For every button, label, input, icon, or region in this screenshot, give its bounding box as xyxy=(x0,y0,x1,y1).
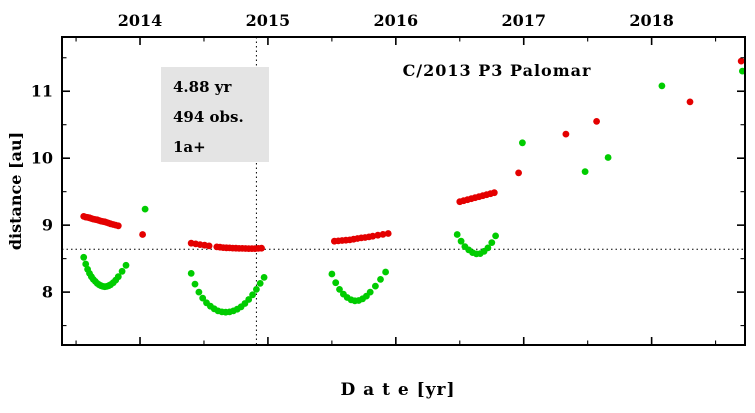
data-point-heliocentric-distance xyxy=(593,118,600,125)
x-tick-label: 2014 xyxy=(118,11,163,30)
annotation-line-period: 4.88 yr xyxy=(173,78,232,96)
data-point-geocentric-distance xyxy=(187,270,195,277)
plot-frame xyxy=(61,36,746,346)
data-point-heliocentric-distance xyxy=(114,222,122,230)
data-point-heliocentric-distance xyxy=(515,169,522,177)
x-tick-label: 2018 xyxy=(629,11,674,30)
annotation-line-observations: 494 obs. xyxy=(173,108,244,126)
data-point-geocentric-distance xyxy=(245,296,253,303)
data-point-geocentric-distance xyxy=(122,261,130,269)
data-point-geocentric-distance xyxy=(80,253,88,261)
data-point-heliocentric-distance xyxy=(562,130,570,138)
data-point-geocentric-distance xyxy=(256,280,264,287)
data-point-geocentric-distance xyxy=(457,237,465,245)
data-point-geocentric-distance xyxy=(191,280,199,288)
data-point-heliocentric-distance xyxy=(686,98,694,106)
chart-title: C/2013 P3 Palomar xyxy=(403,61,592,80)
x-tick-label: 2017 xyxy=(501,11,546,30)
data-point-geocentric-distance xyxy=(260,274,268,281)
data-point-geocentric-distance xyxy=(488,239,496,247)
annotation-background xyxy=(161,67,269,162)
axes-ticks-layer: 2014 2015 2016 2017 2018 8 9 10 11 xyxy=(31,11,745,345)
data-point-heliocentric-distance xyxy=(374,231,382,239)
data-point-geocentric-distance xyxy=(581,168,589,176)
y-tick-label: 9 xyxy=(42,216,53,235)
y-axis-label: distance [au] xyxy=(6,132,25,250)
data-point-geocentric-distance xyxy=(195,288,203,296)
data-point-geocentric-distance xyxy=(249,291,256,299)
x-tick-label: 2015 xyxy=(246,11,291,30)
data-point-geocentric-distance xyxy=(253,286,260,293)
data-point-geocentric-distance xyxy=(141,205,149,213)
data-point-geocentric-distance xyxy=(82,260,90,268)
data-point-geocentric-distance xyxy=(519,139,526,147)
data-point-heliocentric-distance xyxy=(139,231,147,238)
data-point-geocentric-distance xyxy=(484,244,492,252)
data-point-geocentric-distance xyxy=(199,294,207,302)
data-point-geocentric-distance xyxy=(332,279,340,287)
reference-lines-layer xyxy=(62,37,745,345)
data-point-heliocentric-distance xyxy=(369,232,377,240)
annotation-line-orbit-class: 1a+ xyxy=(173,138,206,156)
data-point-geocentric-distance xyxy=(366,288,374,296)
data-point-heliocentric-distance xyxy=(384,230,392,237)
data-point-geocentric-distance xyxy=(382,268,389,276)
y-tick-label: 11 xyxy=(31,82,53,101)
y-tick-label: 8 xyxy=(42,283,53,302)
data-point-geocentric-distance xyxy=(492,232,499,240)
data-point-geocentric-distance xyxy=(658,82,666,90)
annotation-box: 4.88 yr 494 obs. 1a+ xyxy=(161,67,269,162)
x-axis-label: D a t e [yr] xyxy=(340,380,455,400)
data-point-heliocentric-distance xyxy=(737,57,745,65)
data-point-geocentric-distance xyxy=(336,286,343,293)
data-point-heliocentric-distance xyxy=(379,231,387,238)
data-point-geocentric-distance xyxy=(453,231,461,238)
data-point-geocentric-distance xyxy=(114,273,122,281)
data-point-geocentric-distance xyxy=(377,276,384,283)
data-point-heliocentric-distance xyxy=(205,242,213,250)
data-point-geocentric-distance xyxy=(372,282,379,290)
data-point-geocentric-distance xyxy=(328,270,336,278)
x-tick-label: 2016 xyxy=(374,11,419,30)
data-point-geocentric-distance xyxy=(118,267,126,275)
data-point-heliocentric-distance xyxy=(490,189,498,197)
y-tick-label: 10 xyxy=(31,149,53,168)
data-point-geocentric-distance xyxy=(604,154,612,161)
data-point-heliocentric-distance xyxy=(258,244,265,252)
